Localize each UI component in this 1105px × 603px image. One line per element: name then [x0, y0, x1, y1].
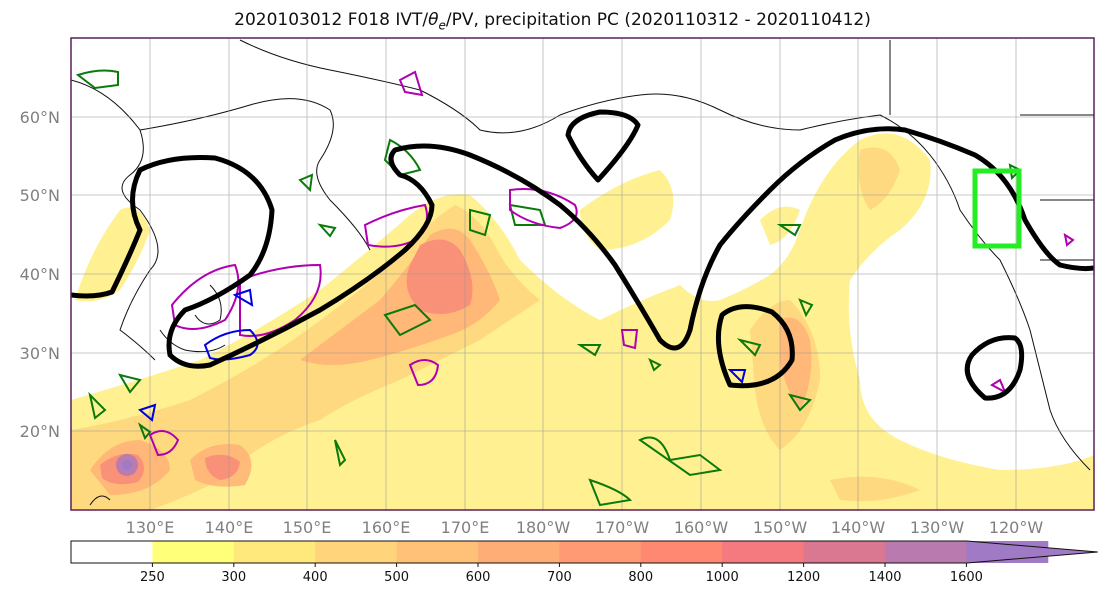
lon-tick-label: 140°E: [205, 518, 254, 537]
lon-tick-label: 120°W: [989, 518, 1044, 537]
colorbar-tick-label: 1000: [706, 570, 739, 585]
lon-tick-label: 150°W: [753, 518, 808, 537]
colorbar-swatch: [152, 541, 235, 563]
title-theta-subscript: e: [438, 18, 446, 33]
colorbar-tick-label: 300: [221, 570, 246, 585]
lon-tick-labels: 130°E 140°E 150°E 160°E 170°E 180°W 170°…: [126, 518, 1044, 537]
colorbar-swatch: [803, 541, 886, 563]
highlight-box: [972, 168, 1022, 249]
colorbar-tick-label: 1600: [950, 570, 983, 585]
precip-pc-contours: [71, 109, 1094, 401]
gridlines: [71, 38, 1094, 510]
lon-tick-label: 180°W: [516, 518, 571, 537]
title-suffix: /PV, precipitation PC (2020110312 - 2020…: [445, 10, 871, 30]
lon-tick-label: 140°W: [831, 518, 886, 537]
ivt-level-250: [71, 133, 1094, 510]
lon-tick-label: 170°W: [595, 518, 650, 537]
lat-tick-label: 30°N: [20, 344, 60, 363]
colorbar-labels: 250 300 400 500 600 700 800 1000 1200 1400 1600: [140, 563, 983, 585]
colorbar-tick-label: 500: [384, 570, 409, 585]
colorbar-swatch: [640, 541, 723, 563]
colorbar-swatch: [233, 541, 316, 563]
colorbar: 250 300 400 500 600 700 800 1000 1200 1400 1600: [70, 540, 1098, 585]
colorbar-tick-label: 700: [547, 570, 572, 585]
colorbar-swatch: [396, 541, 479, 563]
lat-tick-label: 50°N: [20, 186, 60, 205]
colorbar-tick-label: 1200: [787, 570, 820, 585]
figure-title: 2020103012 F018 IVT/θe/PV, precipitation…: [0, 10, 1105, 32]
colorbar-swatch: [885, 541, 967, 563]
colorbar-swatches: [70, 540, 1098, 564]
lon-tick-label: 130°W: [910, 518, 965, 537]
colorbar-swatch: [722, 541, 805, 563]
colorbar-swatch: [478, 541, 560, 563]
colorbar-tick-label: 800: [628, 570, 653, 585]
lat-tick-labels: 60°N 50°N 40°N 30°N 20°N: [20, 108, 60, 441]
colorbar-tick-label: 1400: [868, 570, 901, 585]
lat-tick-label: 40°N: [20, 265, 60, 284]
coastlines: [71, 39, 1094, 506]
colorbar-swatch: [315, 541, 398, 563]
lat-tick-label: 20°N: [20, 422, 60, 441]
ivt-shading: [71, 133, 1094, 510]
map-frame: [70, 37, 1095, 511]
lat-tick-label: 60°N: [20, 108, 60, 127]
colorbar-extend-arrow: [966, 541, 1098, 563]
lon-tick-label: 170°E: [441, 518, 490, 537]
colorbar-tick-label: 400: [303, 570, 328, 585]
colorbar-tick-label: 600: [466, 570, 491, 585]
colorbar-outline: [70, 540, 1098, 564]
title-theta: θ: [428, 10, 439, 30]
colorbar-tick-label: 250: [140, 570, 165, 585]
lon-tick-label: 160°W: [674, 518, 729, 537]
colorbar-swatch: [71, 541, 153, 563]
title-prefix: 2020103012 F018 IVT/: [234, 10, 429, 30]
lon-tick-label: 160°E: [362, 518, 411, 537]
lon-tick-label: 130°E: [126, 518, 175, 537]
colorbar-swatch: [559, 541, 642, 563]
ivt-level-1600: [122, 460, 132, 470]
lon-tick-label: 150°E: [283, 518, 332, 537]
